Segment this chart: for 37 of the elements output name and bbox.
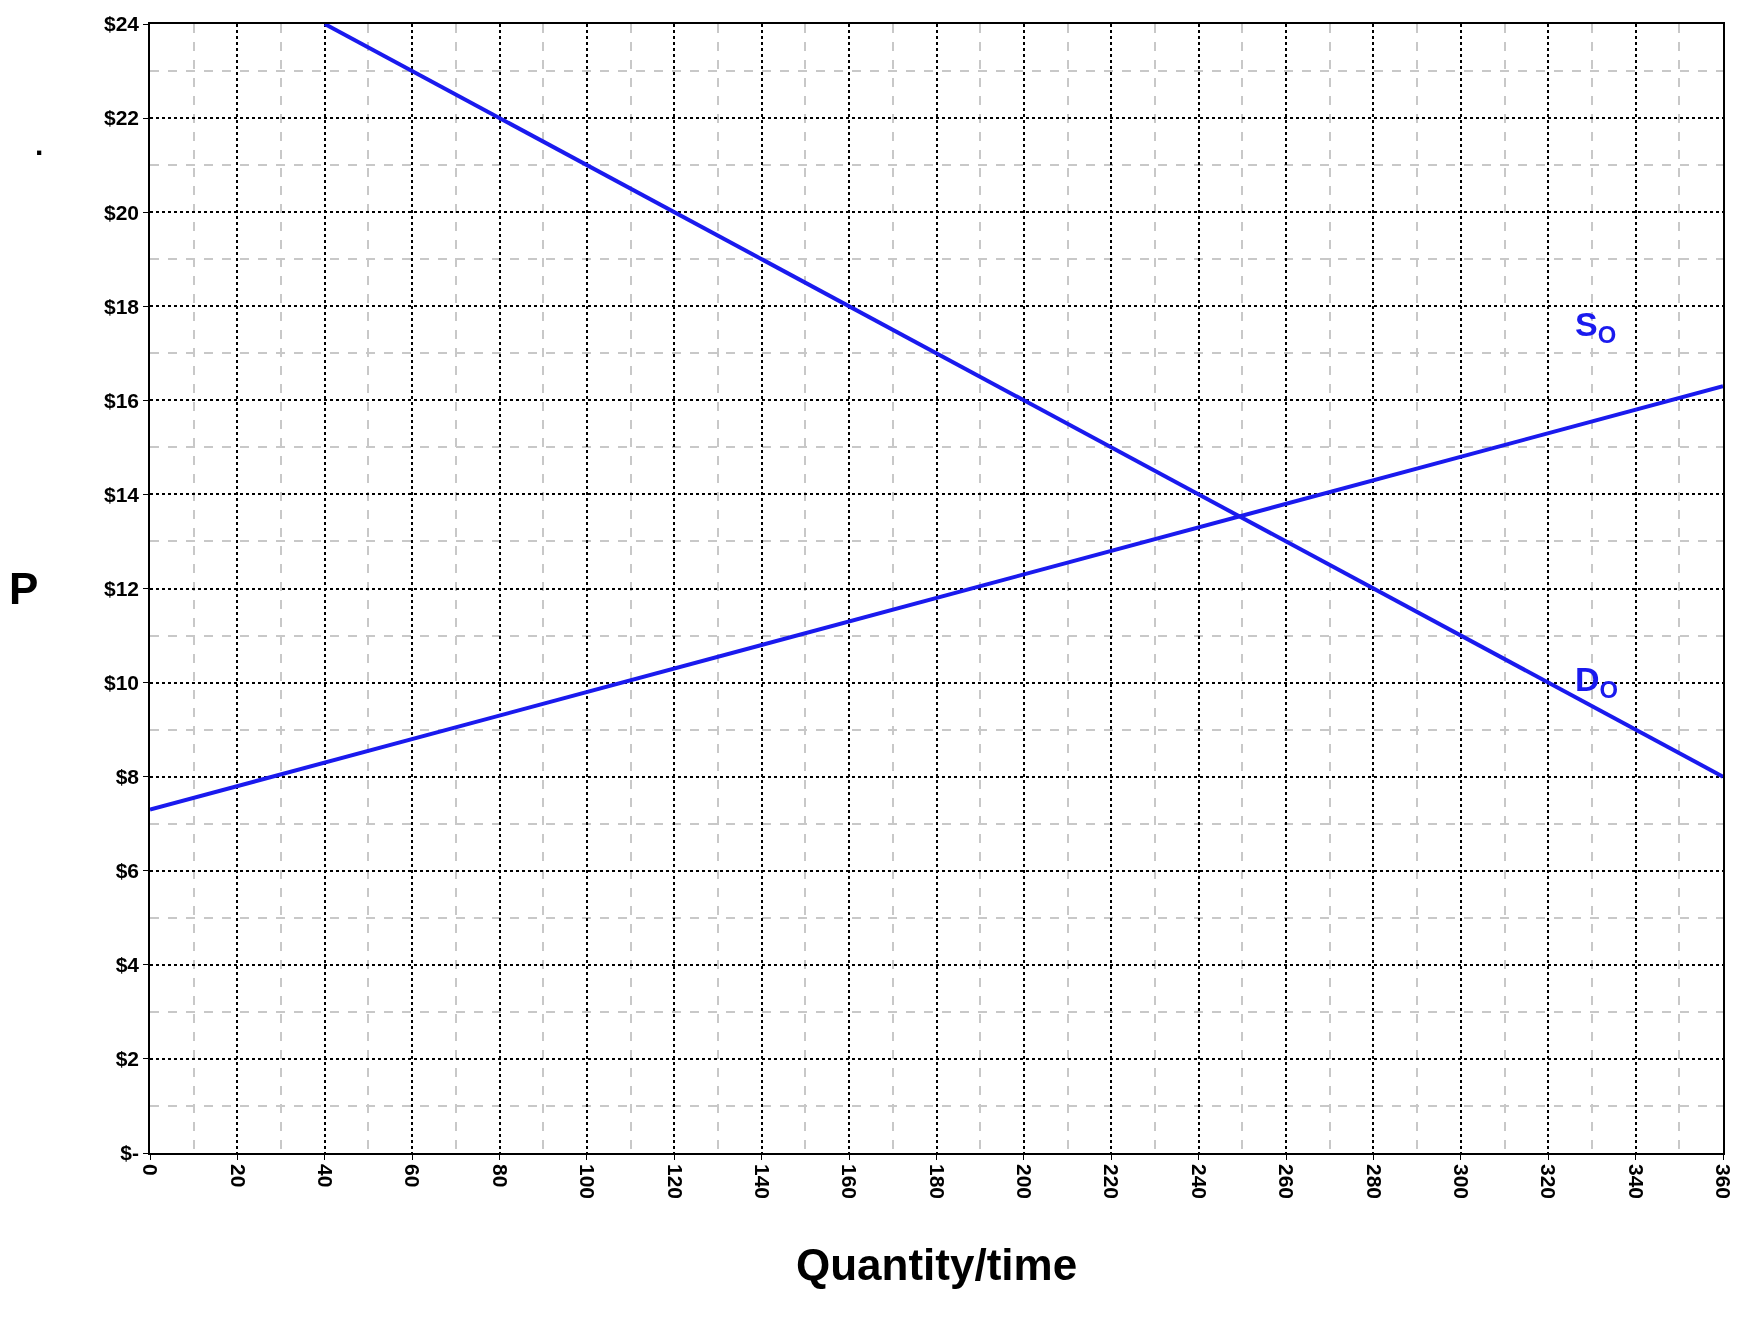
x-axis-title: Quantity/time — [796, 1240, 1078, 1289]
y-tick-label: $10 — [104, 670, 140, 694]
y-tick-label: $16 — [104, 388, 140, 412]
x-tick-label: 60 — [401, 1163, 425, 1188]
y-tick-label: $22 — [104, 106, 140, 130]
x-tick-label: 340 — [1624, 1163, 1648, 1199]
y-tick-label: $14 — [104, 482, 140, 506]
y-tick-label: $12 — [104, 576, 140, 600]
x-tick-label: 320 — [1537, 1163, 1561, 1199]
x-tick-label: 300 — [1450, 1163, 1474, 1199]
y-tick-label: $20 — [104, 200, 140, 224]
y-tick-label: $- — [120, 1141, 140, 1165]
y-tick-label: $2 — [115, 1047, 140, 1071]
y-tick-label: $6 — [115, 859, 140, 883]
x-tick-label: 180 — [925, 1163, 949, 1199]
y-axis-title: P — [9, 564, 39, 613]
x-tick-label: 120 — [663, 1163, 687, 1199]
x-tick-label: 260 — [1275, 1163, 1299, 1199]
x-tick-label: 240 — [1187, 1163, 1211, 1199]
text: . — [35, 128, 44, 161]
x-tick-label: 280 — [1362, 1163, 1386, 1199]
y-tick-label: $18 — [104, 294, 140, 318]
x-tick-label: 100 — [576, 1163, 600, 1199]
series-label: D$_{O}$ — [1575, 660, 1619, 704]
y-tick-label: $24 — [104, 12, 140, 36]
x-tick-label: 360 — [1712, 1163, 1736, 1199]
y-tick-label: $4 — [115, 953, 140, 977]
x-tick-label: 20 — [226, 1163, 250, 1188]
x-tick-label: 140 — [750, 1163, 774, 1199]
x-tick-label: 160 — [838, 1163, 862, 1199]
x-tick-label: 80 — [488, 1163, 512, 1188]
x-tick-label: 200 — [1013, 1163, 1037, 1199]
x-tick-label: 40 — [313, 1163, 337, 1188]
series-label: S$_{O}$ — [1575, 305, 1617, 349]
y-tick-label: $8 — [115, 765, 140, 789]
x-tick-label: 220 — [1100, 1163, 1124, 1199]
x-tick-label: 0 — [139, 1163, 163, 1176]
